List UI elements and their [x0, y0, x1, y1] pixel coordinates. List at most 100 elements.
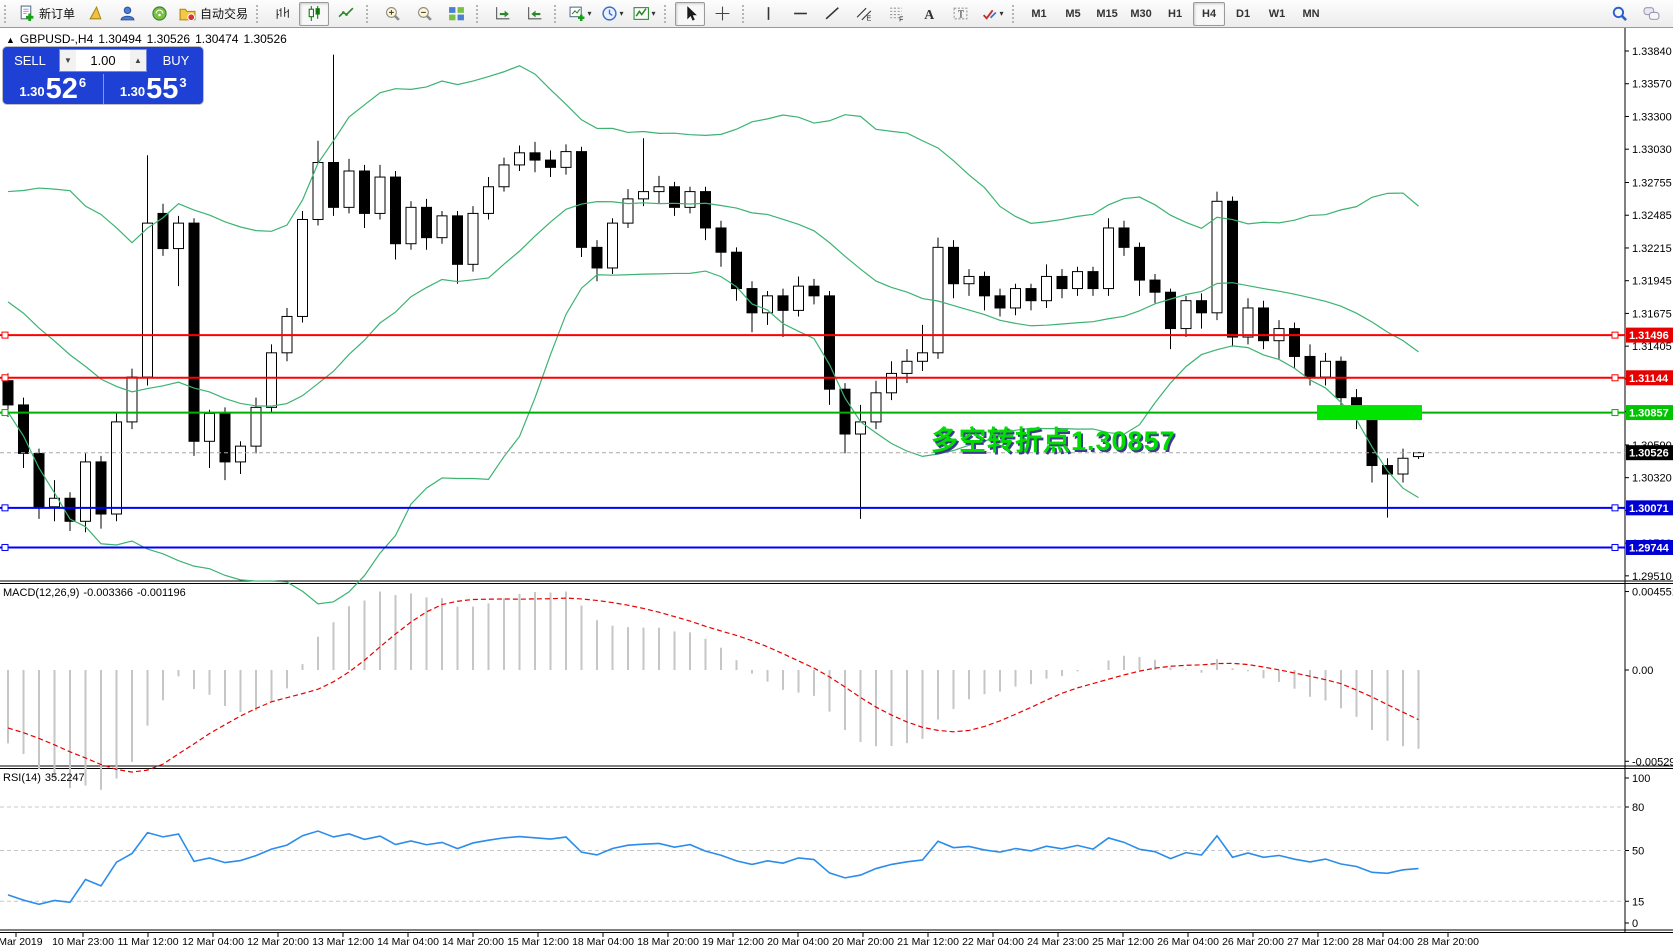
- hline-anchor[interactable]: [1, 543, 9, 551]
- price-badge: [1626, 327, 1673, 343]
- annotation-text[interactable]: 多空转折点1.30857: [931, 426, 1176, 456]
- time-label: 10 Mar 23:00: [52, 936, 114, 948]
- chat-button[interactable]: [1636, 2, 1666, 26]
- candle-bullish: [467, 212, 479, 265]
- cursor-button[interactable]: [675, 1, 706, 26]
- price-badge-value: 1.29744: [1629, 542, 1670, 554]
- tile-windows-button[interactable]: [441, 2, 471, 26]
- candle-bearish: [452, 215, 463, 265]
- candle-bullish: [1211, 200, 1223, 314]
- text-label-button[interactable]: T: [945, 2, 975, 26]
- candle-bullish: [483, 186, 494, 214]
- volume-up-button[interactable]: ▲: [130, 50, 146, 71]
- chart-shift-button[interactable]: [519, 2, 549, 26]
- hline-anchor[interactable]: [1, 409, 9, 417]
- indicators-button[interactable]: ▾: [629, 2, 659, 26]
- candle-bullish: [250, 406, 262, 447]
- candle-bearish: [979, 275, 990, 297]
- candle-bearish: [529, 152, 541, 161]
- toolbar-grip: [366, 4, 373, 23]
- tf-m1-button[interactable]: M1: [1031, 7, 1047, 20]
- new-chart-button[interactable]: ▾: [565, 2, 595, 26]
- time-label: 24 Mar 23:00: [1027, 936, 1089, 948]
- auto-trading-button[interactable]: 自动交易: [176, 2, 251, 26]
- line-chart-button[interactable]: [331, 2, 361, 26]
- price-badge-value: 1.30857: [1629, 408, 1669, 420]
- tf-m5-button[interactable]: M5: [1065, 7, 1081, 20]
- time-label: 14 Mar 04:00: [377, 936, 439, 948]
- arrows-button[interactable]: ▾: [977, 2, 1007, 26]
- search-button[interactable]: [1604, 2, 1634, 26]
- candlestick-chart-button[interactable]: [299, 1, 330, 26]
- tf-mn-button[interactable]: MN: [1302, 7, 1320, 20]
- horizontal-line-button[interactable]: [785, 2, 815, 26]
- hline-anchor[interactable]: [1, 504, 9, 512]
- candle-bullish: [266, 352, 277, 408]
- chat-icon: [1643, 7, 1659, 20]
- chevron-down-icon: ▾: [587, 9, 592, 18]
- fibonacci-button[interactable]: F: [881, 2, 911, 26]
- metaeditor-button[interactable]: [80, 2, 110, 26]
- sell-price[interactable]: 1.30 52 6: [3, 74, 103, 104]
- sell-button[interactable]: SELL: [14, 53, 46, 68]
- macd-axis-label: 0.00: [1632, 665, 1653, 677]
- hline-anchor[interactable]: [1611, 543, 1619, 551]
- equidistant-channel-button[interactable]: E: [849, 2, 879, 26]
- sell-price-sup: 6: [78, 75, 87, 90]
- zoom-in-button[interactable]: [377, 2, 407, 26]
- candle-bearish: [1258, 307, 1269, 342]
- hline-anchor[interactable]: [1, 331, 9, 339]
- chart-canvas[interactable]: 1.33840 1.33570 1.33300 1.33030 1.32755 1.324…: [0, 27, 1673, 950]
- volume-input[interactable]: 1.00: [90, 53, 116, 68]
- crosshair-button[interactable]: [707, 2, 737, 26]
- highlight-rect[interactable]: [1317, 405, 1422, 421]
- tf-h4-button[interactable]: H4: [1193, 1, 1226, 26]
- tf-m15-button[interactable]: M15: [1096, 7, 1118, 20]
- bar-chart-button[interactable]: [267, 2, 297, 26]
- price-label: 1.32755: [1632, 178, 1672, 190]
- chart-window[interactable]: 1.33840 1.33570 1.33300 1.33030 1.32755 1.324…: [0, 27, 1673, 950]
- svg-text:T: T: [957, 10, 963, 21]
- candle-bearish: [1087, 271, 1099, 290]
- price-label: 1.31675: [1632, 308, 1672, 320]
- market-watch-button[interactable]: [144, 2, 174, 26]
- hline-anchor[interactable]: [1611, 374, 1619, 382]
- price-label: 1.33840: [1632, 46, 1672, 58]
- buy-price[interactable]: 1.30 55 3: [102, 73, 204, 104]
- rsi-line: [7, 830, 1419, 906]
- auto-scroll-button[interactable]: [487, 2, 517, 26]
- candle-bullish: [204, 412, 215, 442]
- strategy-tester-button[interactable]: [112, 2, 142, 26]
- tf-h1-button[interactable]: H1: [1168, 7, 1183, 20]
- price-badge: [1626, 500, 1673, 516]
- collapse-icon[interactable]: ▲: [6, 35, 15, 45]
- text-button[interactable]: A: [913, 2, 943, 26]
- zoom-out-button[interactable]: [409, 2, 439, 26]
- volume-stepper: ▼ 1.00 ▲: [59, 49, 147, 72]
- symbol-header: ▲ GBPUSD-,H4 1.30494 1.30526 1.30474 1.30526: [6, 32, 292, 46]
- tf-w1-button[interactable]: W1: [1268, 7, 1286, 20]
- buy-button[interactable]: BUY: [162, 53, 190, 68]
- rsi-value: 35.2247: [44, 772, 85, 784]
- time-label: 15 Mar 12:00: [507, 936, 569, 948]
- tf-d1-button[interactable]: D1: [1236, 7, 1251, 20]
- vertical-line-button[interactable]: [753, 2, 783, 26]
- profiles-button[interactable]: ▾: [597, 2, 627, 26]
- volume-down-button[interactable]: ▼: [60, 50, 76, 71]
- hline-anchor[interactable]: [1611, 331, 1619, 339]
- trendline-button[interactable]: [817, 2, 847, 26]
- tf-m30-button[interactable]: M30: [1130, 7, 1152, 20]
- candle-bearish: [188, 222, 200, 442]
- buy-price-big: 55: [146, 73, 179, 104]
- cone-icon: [88, 5, 102, 20]
- candle-bullish: [917, 352, 928, 362]
- hline-anchor[interactable]: [1, 374, 9, 382]
- candle-bullish: [1320, 360, 1331, 378]
- one-click-trading-panel: SELL ▼ 1.00 ▲ BUY 1.30 52 6 1.30 55 3: [3, 47, 203, 104]
- chevron-down-icon: ▾: [651, 9, 656, 18]
- new-order-button[interactable]: 新订单: [15, 2, 78, 26]
- candle-bullish: [405, 206, 417, 245]
- hline-anchor[interactable]: [1611, 504, 1619, 512]
- candle-bearish: [1025, 288, 1037, 302]
- hline-anchor[interactable]: [1611, 409, 1619, 417]
